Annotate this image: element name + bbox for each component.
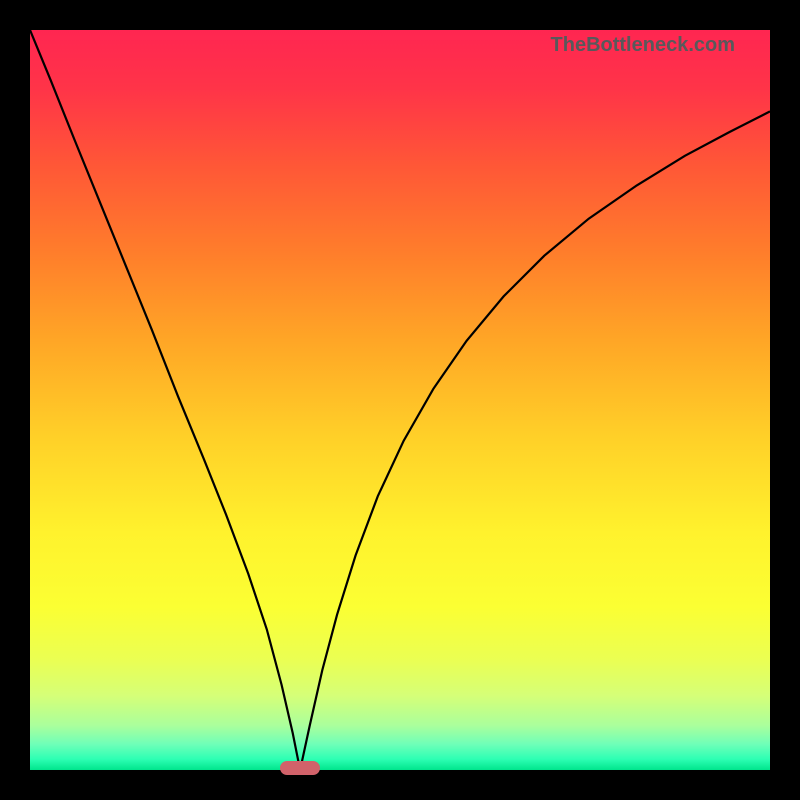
curve-layer <box>30 30 770 770</box>
border-right <box>770 0 800 800</box>
chart-container: TheBottleneck.com <box>0 0 800 800</box>
border-left <box>0 0 30 800</box>
curve-left <box>30 30 300 770</box>
curve-right <box>300 111 770 770</box>
watermark-text: TheBottleneck.com <box>551 34 735 57</box>
plot-area: TheBottleneck.com <box>30 30 770 770</box>
border-top <box>0 0 800 30</box>
border-bottom <box>0 770 800 800</box>
bottleneck-marker <box>280 761 321 774</box>
